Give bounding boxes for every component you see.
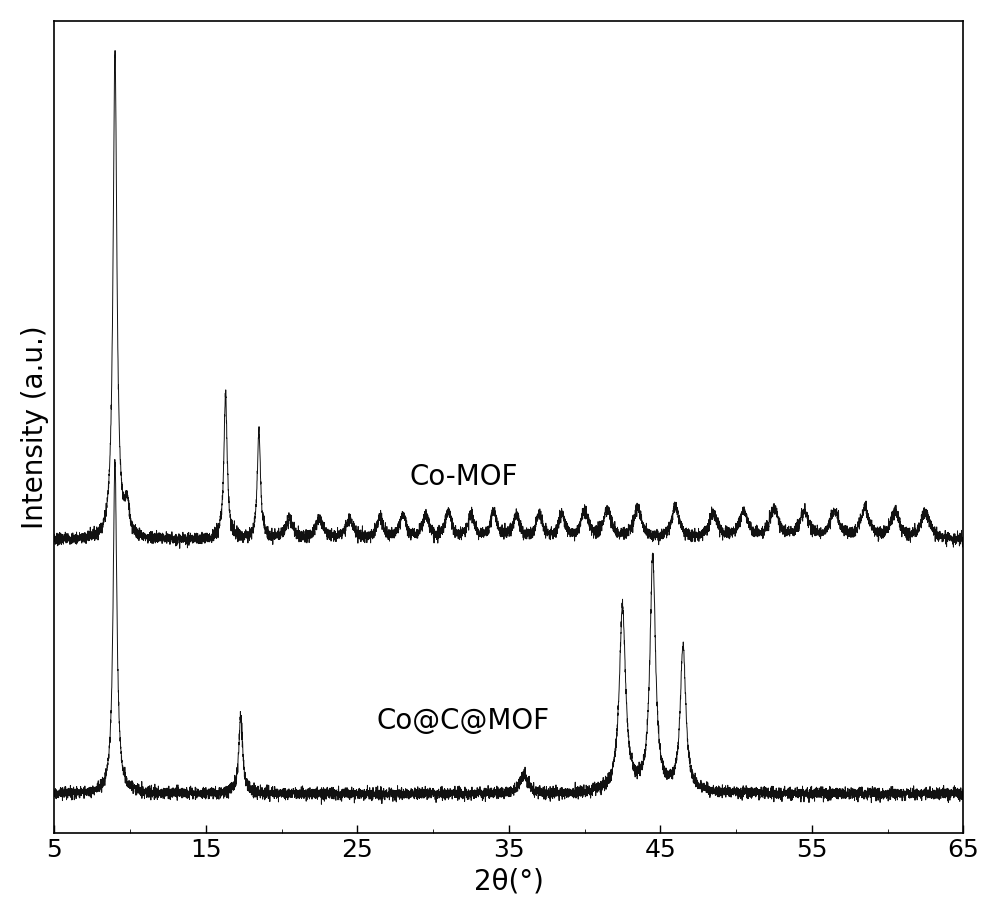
Y-axis label: Intensity (a.u.): Intensity (a.u.) <box>21 325 49 529</box>
X-axis label: 2θ(°): 2θ(°) <box>474 867 544 895</box>
Text: Co-MOF: Co-MOF <box>409 463 518 491</box>
Text: Co@C@MOF: Co@C@MOF <box>377 707 550 736</box>
